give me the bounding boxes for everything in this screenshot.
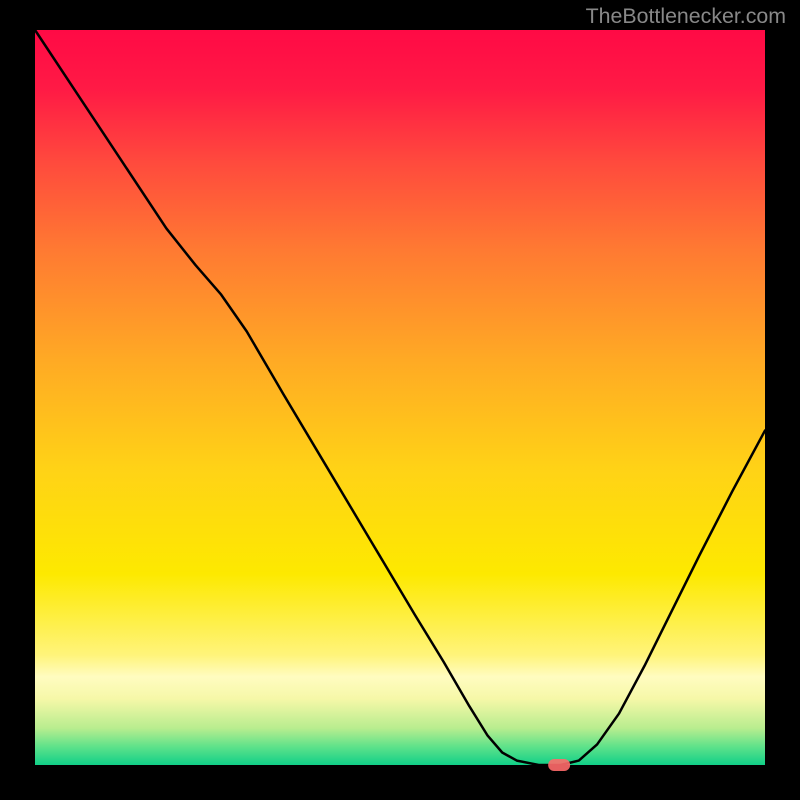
chart-container: TheBottlenecker.com bbox=[0, 0, 800, 800]
optimal-marker bbox=[548, 759, 570, 771]
bottleneck-chart bbox=[0, 0, 800, 800]
plot-background bbox=[35, 30, 765, 765]
